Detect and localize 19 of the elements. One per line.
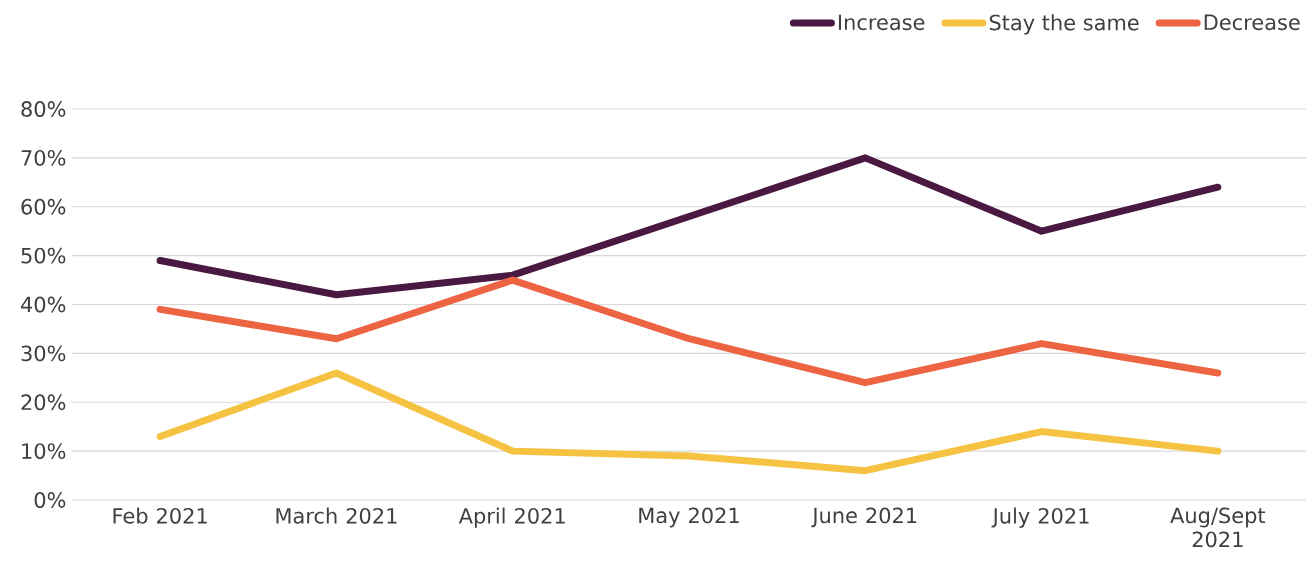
y-tick-label: 50%: [21, 247, 66, 264]
y-tick-label: 20%: [21, 394, 66, 411]
x-tick-label: March 2021: [276, 507, 397, 524]
y-tick-label: 40%: [20, 296, 66, 313]
x-tick-label: July 2021: [991, 507, 1089, 528]
y-tick-label: 60%: [21, 198, 66, 215]
x-tick-label: Aug/Sept 2021: [1170, 507, 1266, 548]
y-tick-label: 30%: [21, 345, 66, 362]
x-tick-label: April 2021: [458, 507, 565, 528]
x-tick-label: June 2021: [811, 507, 917, 528]
y-tick-label: 10%: [22, 443, 66, 460]
legend-label: Stay the same: [989, 14, 1139, 35]
y-tick-label: 80%: [21, 101, 66, 117]
legend-label: Increase: [838, 14, 925, 31]
legend-label: Decrease: [1204, 14, 1300, 31]
x-tick-label: Feb 2021: [113, 507, 207, 524]
y-tick-label: 70%: [21, 149, 66, 166]
x-tick-label: May 2021: [639, 507, 739, 528]
y-tick-label: 0%: [34, 492, 66, 508]
